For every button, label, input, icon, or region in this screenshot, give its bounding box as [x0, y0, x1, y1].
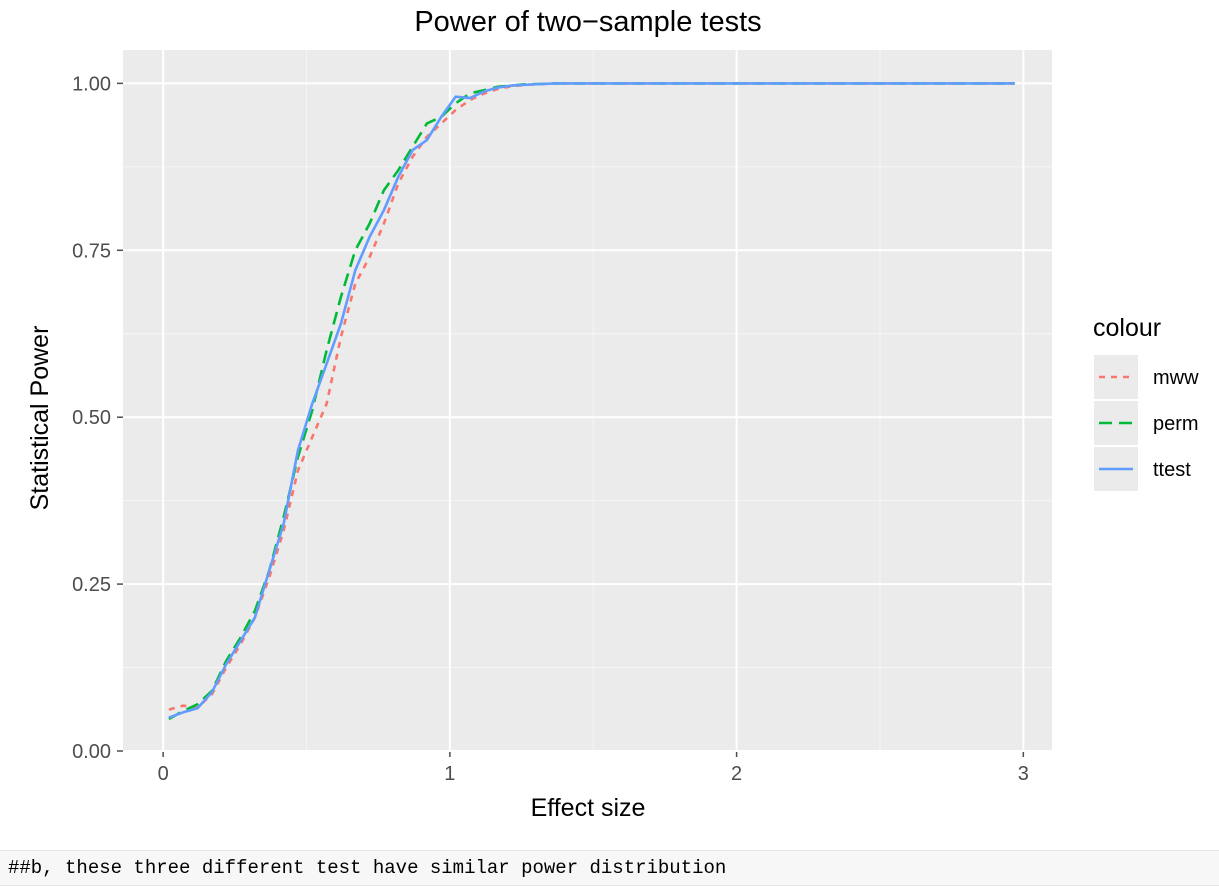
y-tick-label: 0.00 — [72, 741, 111, 763]
markdown-comment: ##b, these three different test have sim… — [8, 857, 727, 879]
x-tick-label: 0 — [158, 763, 169, 785]
power-chart: Power of two−sample tests 0 1 2 3 0.00 0.25 0.… — [26, 6, 1199, 822]
y-tick-label: 0.75 — [72, 240, 111, 262]
chart-title: Power of two−sample tests — [414, 6, 761, 38]
legend: colour mww perm ttest — [1093, 314, 1199, 491]
legend-label-perm: perm — [1153, 413, 1199, 435]
y-axis-title: Statistical Power — [26, 326, 54, 511]
x-tick-label: 1 — [444, 763, 455, 785]
x-axis-title: Effect size — [531, 794, 646, 822]
x-tick-label: 3 — [1018, 763, 1029, 785]
y-tick-label: 0.25 — [72, 574, 111, 596]
legend-label-mww: mww — [1153, 367, 1199, 389]
markdown-cell: ##b, these three different test have sim… — [0, 850, 1219, 886]
y-tick-label: 1.00 — [72, 73, 111, 95]
legend-title: colour — [1093, 314, 1161, 342]
y-tick-label: 0.50 — [72, 407, 111, 429]
plot-background — [123, 50, 1052, 751]
x-tick-label: 2 — [731, 763, 742, 785]
legend-label-ttest: ttest — [1153, 459, 1191, 481]
series-line-ttest — [168, 82, 1015, 719]
plot-panel: 0 1 2 3 0.00 0.25 0.50 0.75 1.00 — [72, 50, 1052, 785]
